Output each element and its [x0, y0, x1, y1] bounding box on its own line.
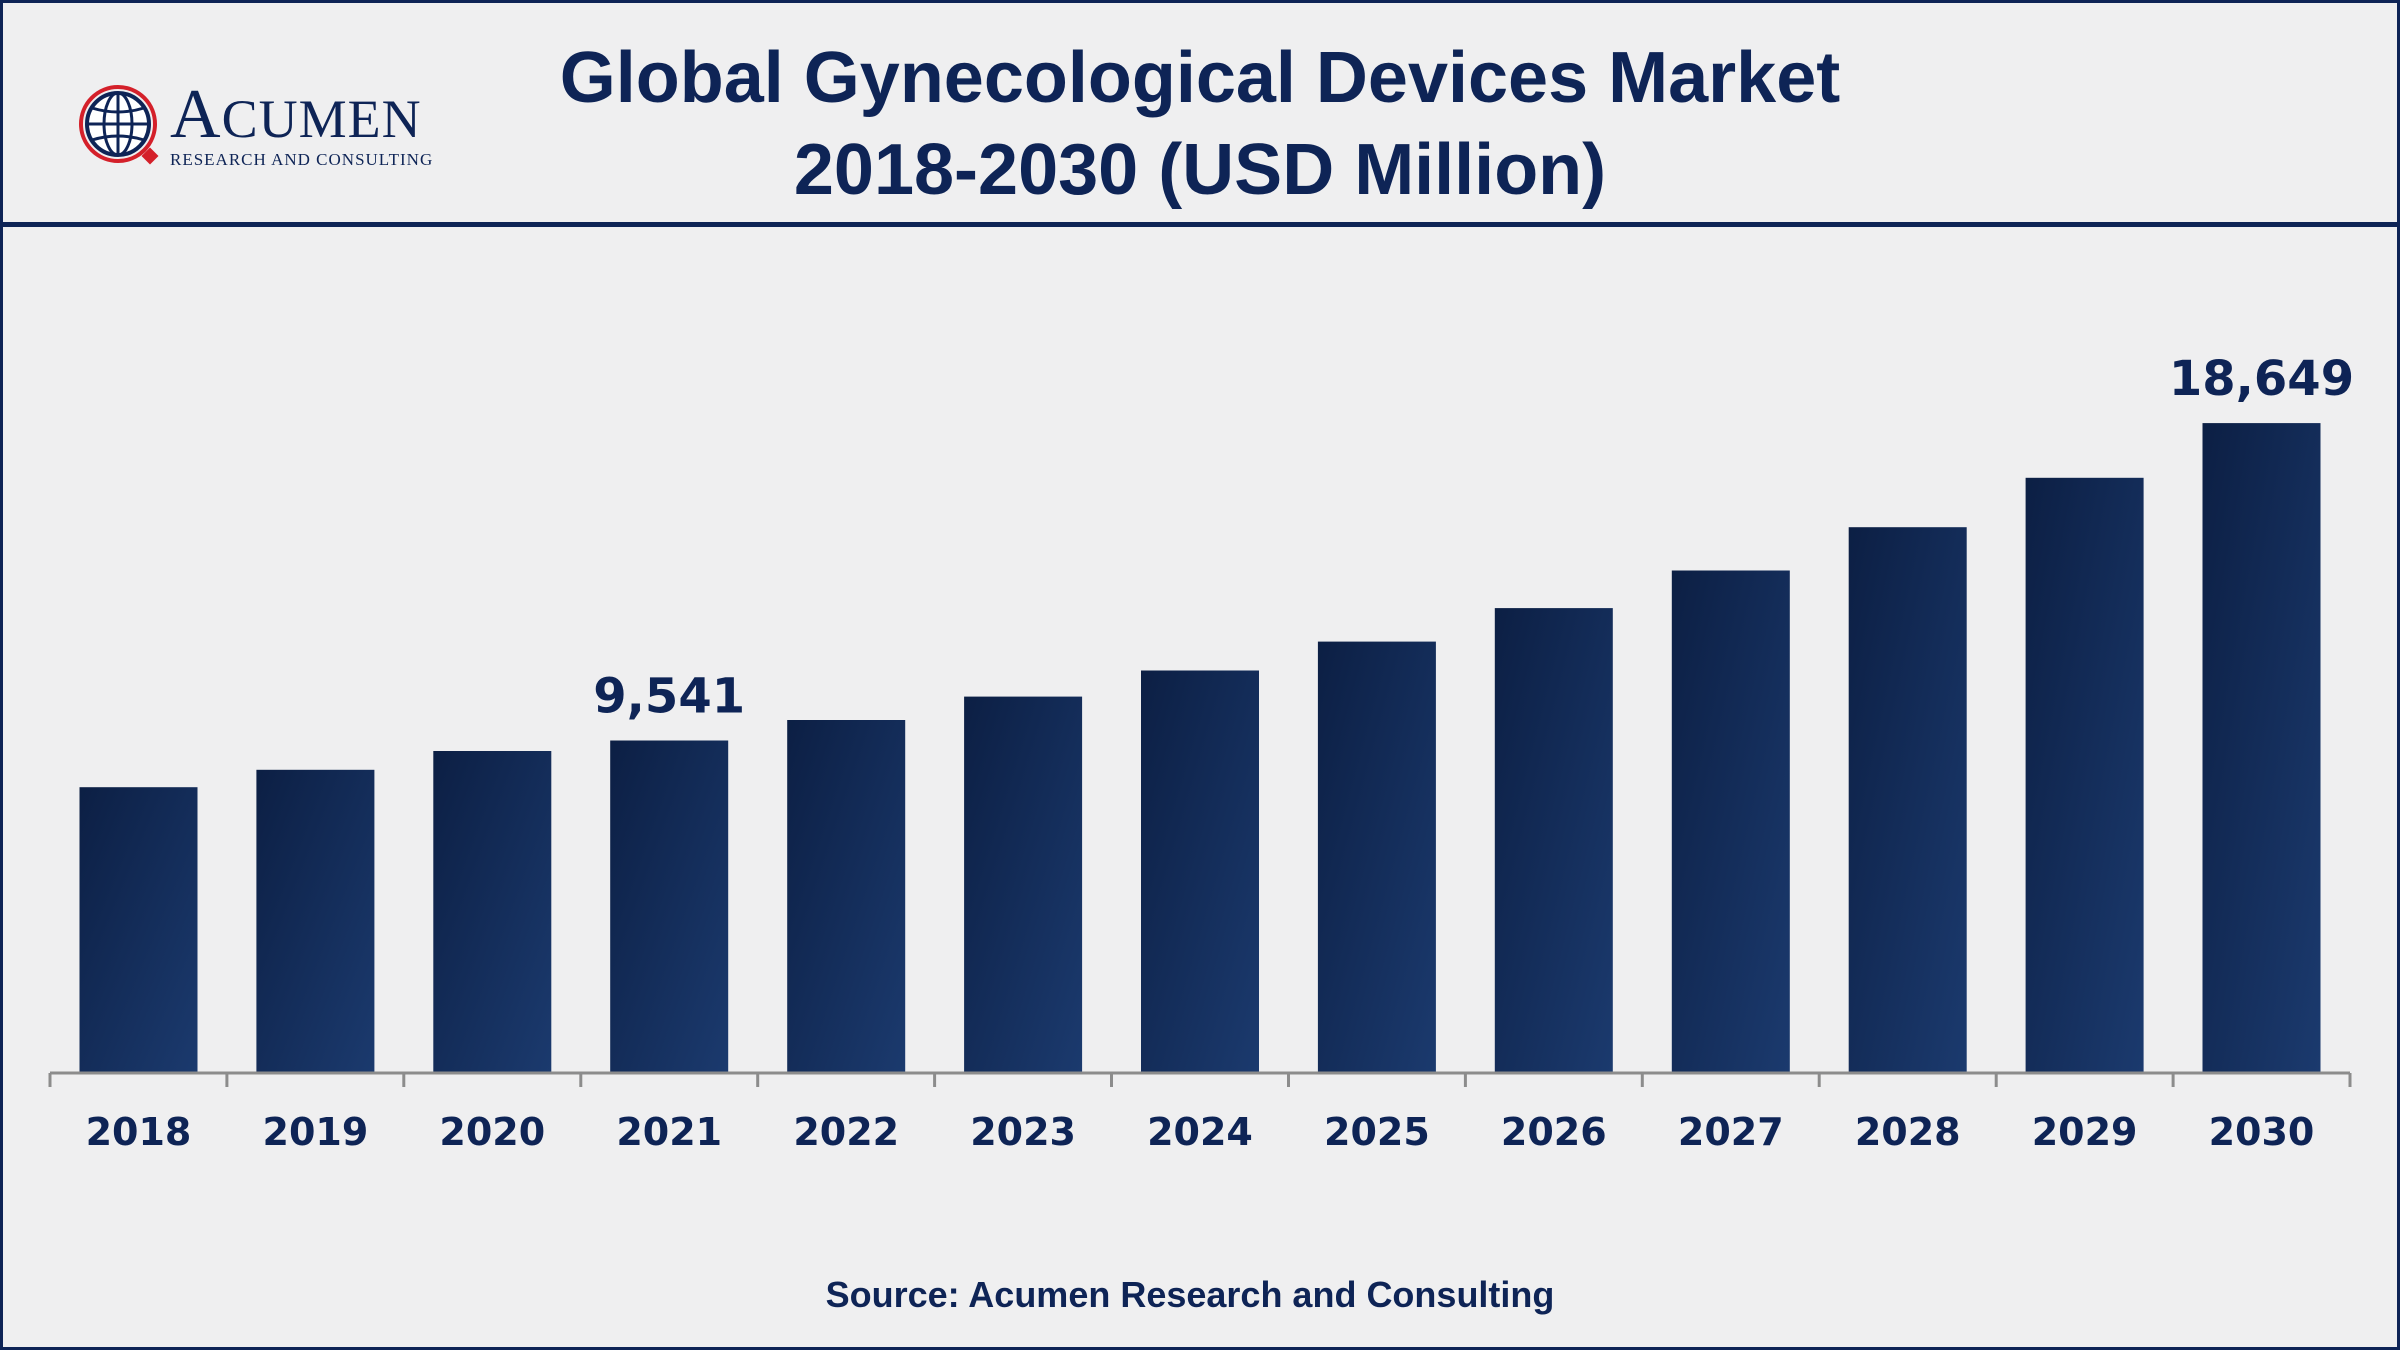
chart-title-line-2: 2018-2030 (USD Million) [793, 130, 1607, 210]
data-label-2030: 18,649 [2169, 351, 2354, 407]
x-tick-label-2020: 2020 [439, 1110, 545, 1154]
acumen-logo: ACUMEN RESEARCH AND CONSULTING [74, 78, 474, 174]
bar-2018 [79, 787, 198, 1073]
globe-icon [79, 85, 159, 165]
bar-2025 [1317, 641, 1436, 1073]
x-axis [48, 1071, 2352, 1087]
bar-2028 [1848, 527, 1967, 1073]
x-tick-label-2023: 2023 [970, 1110, 1076, 1154]
bar-2021 [610, 740, 729, 1073]
bar-2026 [1494, 608, 1613, 1073]
bar-2027 [1671, 570, 1790, 1073]
source-note: Source: Acumen Research and Consulting [825, 1274, 1555, 1315]
x-tick-label-2029: 2029 [2032, 1110, 2138, 1154]
x-tick-label-2026: 2026 [1501, 1110, 1607, 1154]
x-tick-label-2028: 2028 [1855, 1110, 1961, 1154]
logo-tagline: RESEARCH AND CONSULTING [170, 150, 434, 169]
x-tick-label-2025: 2025 [1324, 1110, 1430, 1154]
chart-title: Global Gynecological Devices Market 2018… [300, 32, 2100, 216]
x-tick-label-2022: 2022 [793, 1110, 899, 1154]
labels-layer: 2018 2019 2020 2021 2022 2023 2024 2025 2026 2027… [86, 351, 2355, 1154]
chart-title-line-1: Global Gynecological Devices Market [559, 38, 1841, 118]
bar-2020 [433, 751, 552, 1073]
bar-2022 [787, 720, 906, 1073]
bar-2023 [964, 696, 1083, 1073]
bar-2024 [1141, 670, 1259, 1073]
header-divider [0, 222, 2400, 227]
bars-layer [79, 423, 2321, 1074]
x-tick-label-2019: 2019 [263, 1110, 369, 1154]
x-tick-label-2027: 2027 [1678, 1110, 1784, 1154]
bar-2019 [256, 769, 375, 1073]
bar-2029 [2025, 477, 2144, 1073]
bar-2030 [2202, 423, 2321, 1074]
data-label-2021: 9,541 [593, 669, 745, 725]
x-tick-label-2018: 2018 [86, 1110, 192, 1154]
logo-wordmark: ACUMEN [170, 76, 422, 153]
x-tick-label-2030: 2030 [2209, 1110, 2315, 1154]
x-tick-label-2024: 2024 [1147, 1110, 1253, 1154]
x-tick-label-2021: 2021 [616, 1110, 722, 1154]
